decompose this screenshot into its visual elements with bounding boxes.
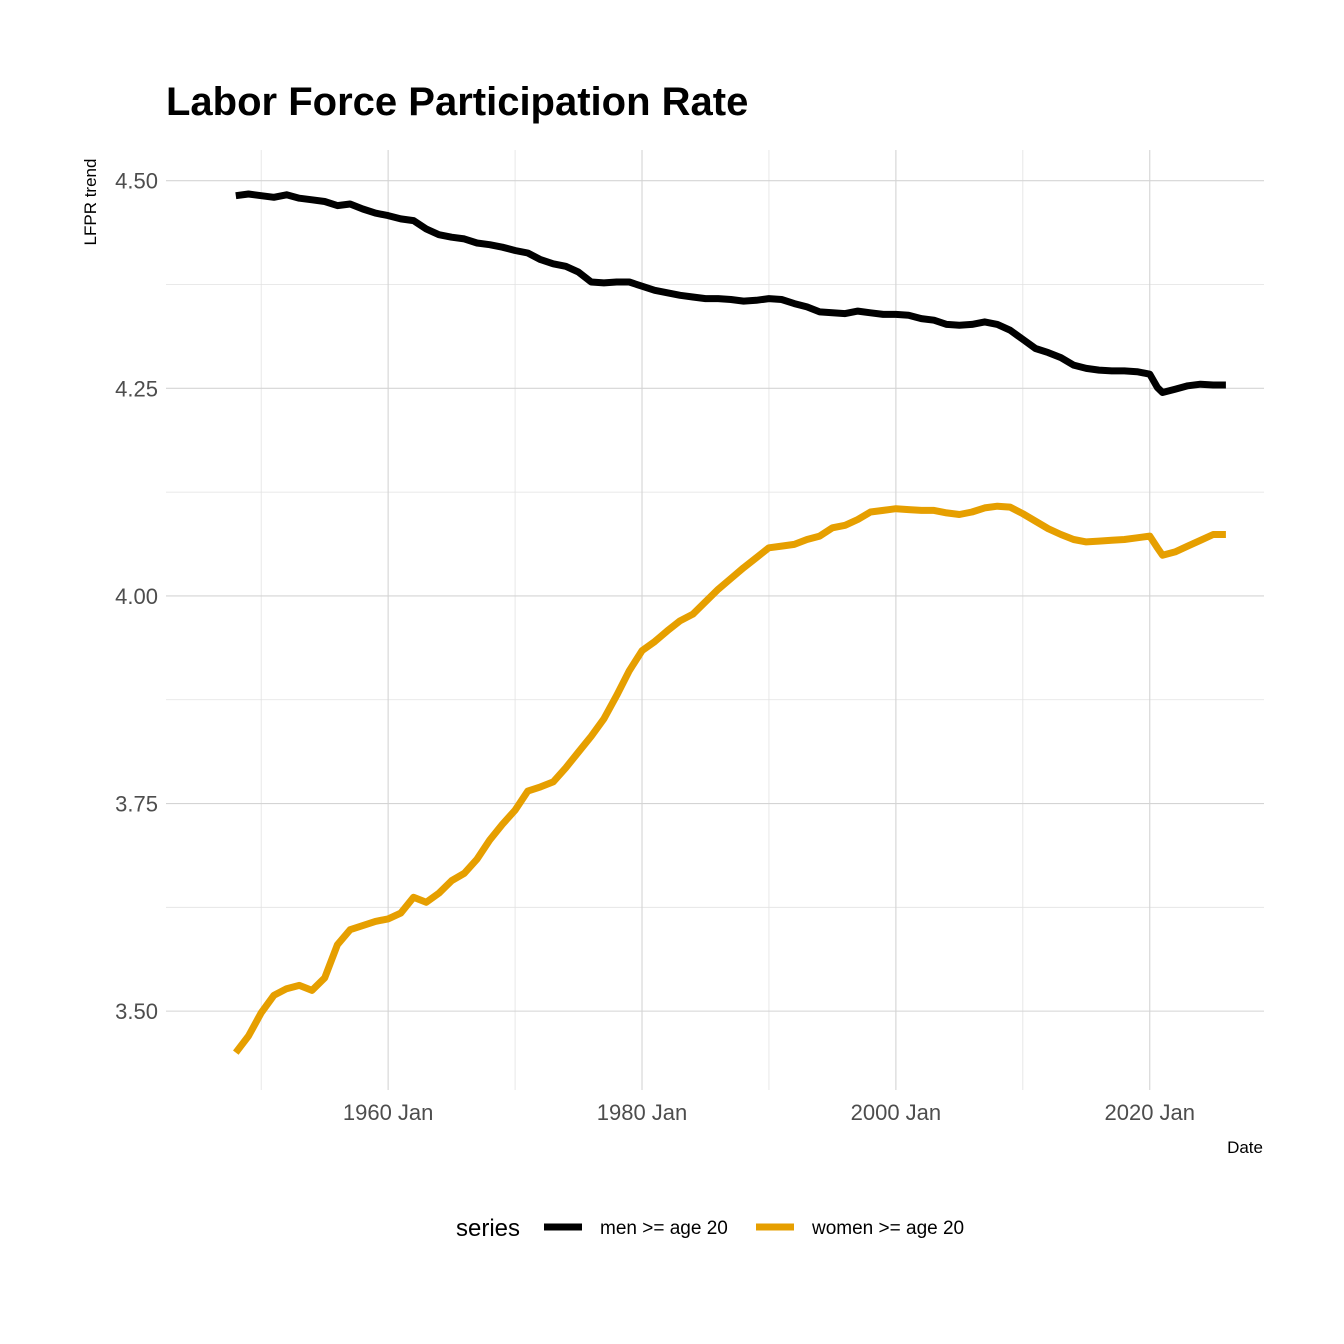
y-tick-label: 3.50 [115,999,158,1024]
x-tick-label: 1960 Jan [343,1100,434,1125]
series-line-men [235,190,1226,396]
chart-title: Labor Force Participation Rate [166,80,748,124]
legend: series men >= age 20 women >= age 20 [456,1215,964,1242]
series-line-women [233,502,1226,1055]
x-tick-label: 2000 Jan [851,1100,942,1125]
y-axis-title: LFPR trend [81,159,100,246]
y-tick-label: 4.50 [115,169,158,194]
y-tick-label: 4.25 [115,376,158,401]
tick-labels: 3.50 3.75 4.00 4.25 4.50 1960 Jan 1980 Jan 2000… [115,169,1195,1125]
legend-label-men: men >= age 20 [600,1218,728,1239]
y-tick-label: 3.75 [115,792,158,817]
x-tick-label: 1980 Jan [597,1100,688,1125]
legend-label-women: women >= age 20 [811,1218,964,1239]
legend-title: series [456,1215,520,1242]
grid [166,150,1264,1090]
series-lines [233,190,1226,1055]
x-axis-title: Date [1227,1138,1263,1157]
x-tick-label: 2020 Jan [1104,1100,1195,1125]
y-tick-label: 4.00 [115,584,158,609]
